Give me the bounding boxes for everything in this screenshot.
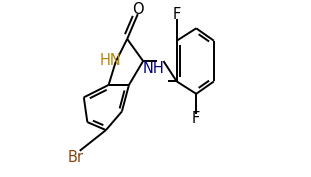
Text: F: F <box>192 112 200 126</box>
Text: HN: HN <box>100 53 122 68</box>
Text: F: F <box>172 7 180 22</box>
Text: NH: NH <box>143 61 165 76</box>
Text: Br: Br <box>67 150 83 165</box>
Text: O: O <box>132 2 144 17</box>
